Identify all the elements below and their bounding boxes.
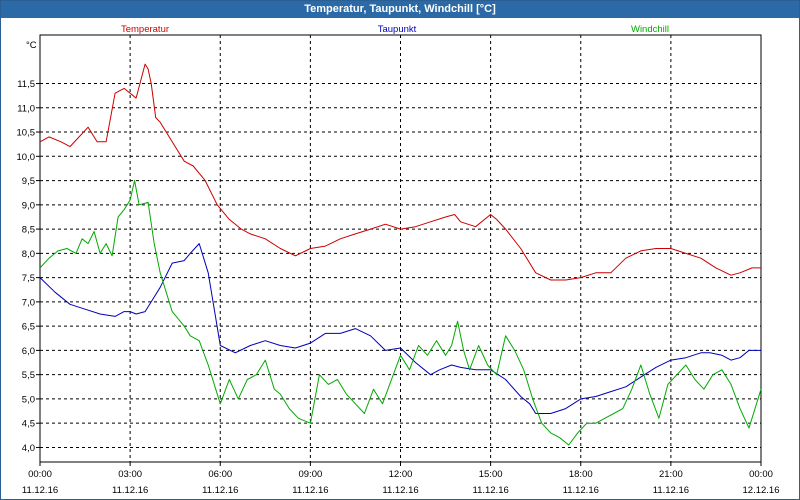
legend-entry-taupunkt: Taupunkt — [378, 24, 417, 35]
y-tick-label: 7,0 — [22, 297, 35, 308]
y-axis-unit: °C — [26, 40, 37, 51]
x-tick-time-label: 00:00 — [749, 469, 773, 480]
series-line-windchill — [39, 180, 762, 446]
x-tick-date-label: 12.12.16 — [743, 485, 780, 496]
y-tick-label: 4,0 — [22, 443, 35, 454]
series-line-temperatur — [39, 63, 761, 281]
grid — [40, 35, 761, 462]
y-tick-label: 9,5 — [22, 176, 35, 187]
x-tick-time-label: 12:00 — [389, 469, 413, 480]
x-tick-date-label: 11.12.16 — [292, 485, 328, 496]
y-tick-label: 6,0 — [22, 346, 35, 357]
y-tick-label: 8,5 — [22, 225, 35, 236]
x-tick-date-label: 11.12.16 — [202, 485, 238, 496]
x-tick-time-label: 00:00 — [28, 469, 52, 480]
x-tick-time-label: 03:00 — [118, 469, 142, 480]
series-line-taupunkt — [39, 243, 761, 414]
x-tick-time-label: 06:00 — [208, 469, 232, 480]
x-tick-time-label: 21:00 — [659, 469, 683, 480]
y-tick-label: 11,5 — [17, 79, 35, 90]
x-tick-date-label: 11.12.16 — [563, 485, 599, 496]
y-tick-label: 9,0 — [22, 200, 35, 211]
y-tick-label: 5,5 — [22, 370, 35, 381]
y-tick-label: 10,5 — [17, 128, 36, 139]
y-tick-label: 7,5 — [22, 273, 35, 284]
x-tick-date-label: 11.12.16 — [472, 485, 508, 496]
y-tick-label: 5,0 — [22, 394, 35, 405]
axes: 4,0 4,5 5,0 5,5 6,0 6,5 7,0 7,5 8,0 8,5 9,0 9,5 10,0… — [17, 40, 780, 496]
y-tick-label: 10,0 — [17, 152, 36, 163]
y-tick-label: 4,5 — [22, 419, 35, 430]
legend-entry-windchill: Windchill — [631, 24, 669, 35]
x-tick-date-label: 11.12.16 — [22, 485, 58, 496]
x-tick-time-label: 09:00 — [298, 469, 322, 480]
chart-title: Temperatur, Taupunkt, Windchill [°C] — [1, 1, 799, 18]
legend-entry-temperatur: Temperatur — [121, 24, 169, 35]
x-tick-time-label: 15:00 — [479, 469, 503, 480]
x-tick-date-label: 11.12.16 — [112, 485, 148, 496]
y-tick-label: 8,0 — [22, 249, 35, 260]
y-tick-label: 6,5 — [22, 322, 35, 333]
x-tick-date-label: 11.12.16 — [382, 485, 418, 496]
series-layer — [39, 63, 762, 446]
y-tick-label: 11,0 — [17, 103, 35, 114]
x-tick-date-label: 11.12.16 — [653, 485, 689, 496]
x-tick-time-label: 18:00 — [569, 469, 593, 480]
legend: Temperatur Taupunkt Windchill — [121, 24, 669, 35]
